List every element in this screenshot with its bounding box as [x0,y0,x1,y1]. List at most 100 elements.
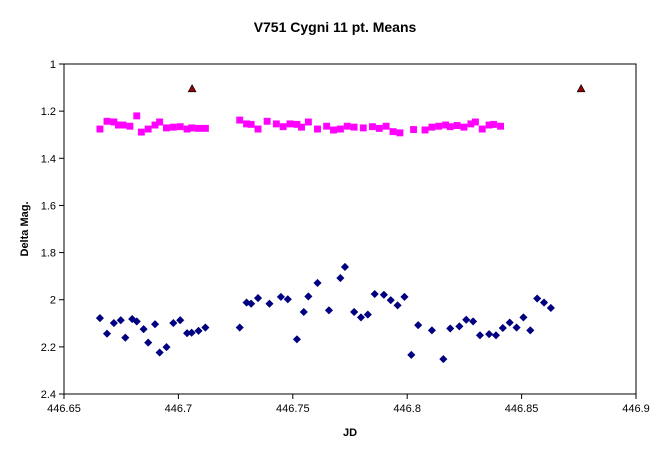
data-point-square [169,123,177,131]
data-point-square [435,122,443,130]
data-point-diamond [512,323,521,332]
data-point-square [350,123,358,131]
data-point-square [279,123,287,131]
data-point-diamond [162,342,171,352]
chart-title: V751 Cygni 11 pt. Means [254,19,417,35]
data-point-square [368,123,376,131]
x-tick-label: 446.85 [505,403,539,415]
data-point-diamond [187,328,196,337]
x-tick-label: 446.8 [393,403,421,415]
data-point-diamond [468,317,478,326]
data-point-diamond [176,316,185,325]
data-point-diamond [313,278,322,288]
data-point-square [359,124,367,132]
data-point-diamond [475,331,485,340]
data-point-diamond [324,306,334,315]
y-tick-label: 1.4 [41,153,56,165]
data-point-diamond [427,326,437,335]
data-point-diamond [247,299,256,308]
data-point-square [330,126,337,134]
data-point-square [263,117,271,125]
y-tick-label: 2.4 [41,389,56,401]
data-point-diamond [455,322,464,331]
y-tick-label: 1.6 [41,200,56,212]
data-point-square [201,124,209,132]
x-tick-label: 446.9 [622,403,650,415]
data-point-diamond [386,296,395,305]
data-point-diamond [235,323,244,332]
data-point-square [254,125,262,133]
data-point-square [421,126,429,134]
data-point-diamond [439,354,448,364]
data-point-square [188,124,196,132]
data-point-diamond [128,314,137,324]
data-point-diamond [169,318,178,328]
data-point-diamond [505,318,514,327]
data-point-diamond [95,313,105,323]
y-axis-label: Delta Mag. [19,201,31,256]
data-point-square [460,123,468,131]
data-point-diamond [299,307,308,317]
data-point-diamond [253,293,263,303]
y-tick-label: 1 [50,59,56,71]
data-point-diamond [370,289,379,299]
data-point-square [343,122,351,130]
data-point-square [144,125,152,133]
data-point-diamond [283,295,292,304]
data-point-square [156,118,164,126]
data-point-diamond [393,301,402,310]
data-point-square [195,124,202,132]
data-point-diamond [336,273,345,283]
data-point-diamond [276,292,286,302]
data-point-diamond [379,290,389,299]
data-point-diamond [121,333,130,342]
data-point-diamond [116,316,125,325]
data-point-diamond [407,350,416,360]
data-point-diamond [446,324,455,333]
data-point-square [396,129,404,137]
data-point-square [126,122,134,130]
data-point-diamond [533,294,542,303]
data-point-diamond [150,320,160,329]
data-point-square [286,120,294,128]
data-point-diamond [340,262,350,272]
x-tick-label: 446.65 [47,403,81,415]
data-point-square [497,122,505,130]
data-point-square [389,128,397,136]
data-point-square [298,123,305,131]
data-point-square [103,117,111,125]
data-point-diamond [462,315,471,324]
data-point-square [471,118,479,126]
data-point-diamond [498,323,507,333]
data-point-square [272,120,280,128]
data-point-diamond [356,313,366,322]
data-point-square [428,123,436,131]
data-point-diamond [139,325,148,334]
data-point-square [336,125,344,133]
data-point-diamond [519,313,528,322]
data-point-square [119,121,127,129]
data-point-diamond [363,310,372,319]
data-point-diamond [102,329,112,338]
data-point-diamond [201,323,210,332]
data-point-square [247,120,255,128]
data-point-square [137,128,145,136]
data-point-diamond [304,292,313,301]
data-point-diamond [194,326,203,335]
data-point-square [453,122,461,129]
data-point-square [323,122,331,130]
data-point-diamond [539,298,549,307]
data-point-diamond [414,321,423,330]
data-point-diamond [484,329,494,339]
data-point-square [176,123,184,131]
data-point-square [410,126,418,133]
data-point-diamond [491,331,501,340]
data-point-square [163,124,170,132]
data-point-diamond [546,303,556,313]
data-point-triangle [187,84,197,93]
y-tick-label: 1.2 [41,106,56,118]
data-point-diamond [144,338,153,347]
x-axis-label: JD [343,427,357,439]
data-point-square [382,122,390,130]
data-point-diamond [526,326,535,335]
